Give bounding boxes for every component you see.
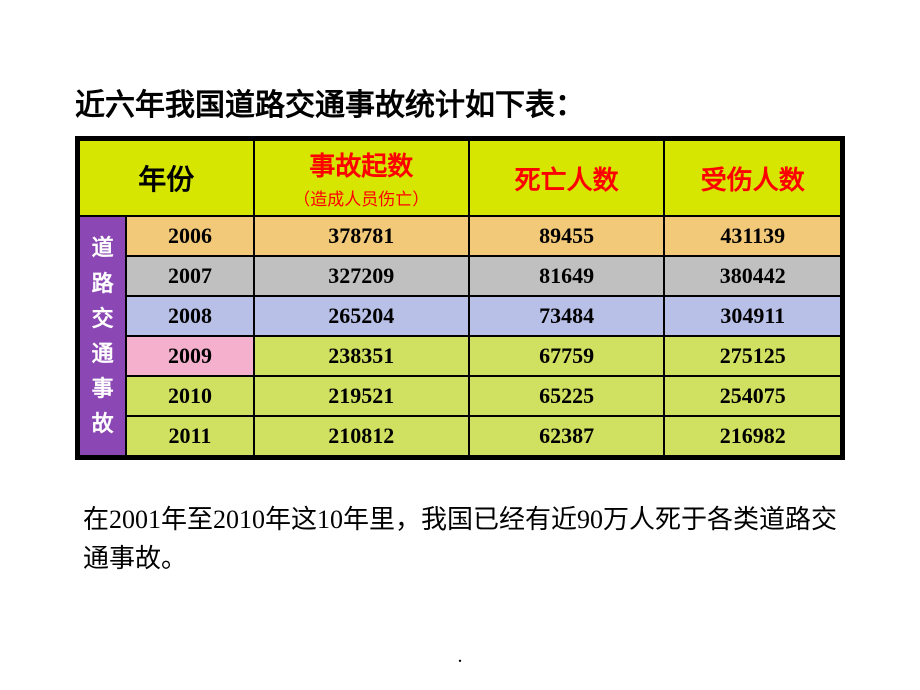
deaths-cell: 62387 xyxy=(469,416,665,456)
injured-cell: 275125 xyxy=(664,336,841,376)
year-cell: 2007 xyxy=(126,256,253,296)
accidents-cell: 327209 xyxy=(254,256,469,296)
injured-cell: 254075 xyxy=(664,376,841,416)
header-year: 年份 xyxy=(79,140,254,216)
footnote-text: 在2001年至2010年这10年里，我国已经有近90万人死于各类道路交通事故。 xyxy=(75,500,845,578)
accidents-cell: 210812 xyxy=(254,416,469,456)
table-row: 2008 265204 73484 304911 xyxy=(79,296,841,336)
injured-cell: 380442 xyxy=(664,256,841,296)
side-label: 道 路 交 通 事 故 xyxy=(79,216,126,456)
year-cell: 2006 xyxy=(126,216,253,256)
year-cell: 2009 xyxy=(126,336,253,376)
table-row: 2010 219521 65225 254075 xyxy=(79,376,841,416)
table-row: 道 路 交 通 事 故 2006 378781 89455 431139 xyxy=(79,216,841,256)
side-char: 故 xyxy=(80,406,125,441)
deaths-cell: 89455 xyxy=(469,216,665,256)
accidents-cell: 238351 xyxy=(254,336,469,376)
accidents-cell: 378781 xyxy=(254,216,469,256)
side-char: 路 xyxy=(80,266,125,301)
header-deaths: 死亡人数 xyxy=(469,140,665,216)
table-row: 2007 327209 81649 380442 xyxy=(79,256,841,296)
stats-table-wrap: 年份 事故起数 （造成人员伤亡） 死亡人数 受伤人数 道 路 交 通 事 故 2… xyxy=(75,136,845,460)
slide: 近六年我国道路交通事故统计如下表： 年份 事故起数 （造成人员伤亡） 死亡人数 … xyxy=(0,0,920,690)
header-row: 年份 事故起数 （造成人员伤亡） 死亡人数 受伤人数 xyxy=(79,140,841,216)
table-row: 2011 210812 62387 216982 xyxy=(79,416,841,456)
year-cell: 2008 xyxy=(126,296,253,336)
injured-cell: 304911 xyxy=(664,296,841,336)
side-char: 道 xyxy=(80,230,125,265)
year-cell: 2010 xyxy=(126,376,253,416)
side-char: 交 xyxy=(80,301,125,336)
deaths-cell: 67759 xyxy=(469,336,665,376)
accidents-cell: 265204 xyxy=(254,296,469,336)
stats-table: 年份 事故起数 （造成人员伤亡） 死亡人数 受伤人数 道 路 交 通 事 故 2… xyxy=(78,139,842,457)
header-accidents-sub: （造成人员伤亡） xyxy=(255,185,468,210)
header-injured: 受伤人数 xyxy=(664,140,841,216)
deaths-cell: 81649 xyxy=(469,256,665,296)
deaths-cell: 65225 xyxy=(469,376,665,416)
header-accidents-label: 事故起数 xyxy=(309,152,413,181)
year-cell: 2011 xyxy=(126,416,253,456)
slide-title: 近六年我国道路交通事故统计如下表： xyxy=(75,80,845,124)
deaths-cell: 73484 xyxy=(469,296,665,336)
table-row: 2009 238351 67759 275125 xyxy=(79,336,841,376)
injured-cell: 431139 xyxy=(664,216,841,256)
page-marker: . xyxy=(458,645,463,668)
side-char: 事 xyxy=(80,371,125,406)
accidents-cell: 219521 xyxy=(254,376,469,416)
side-char: 通 xyxy=(80,336,125,371)
injured-cell: 216982 xyxy=(664,416,841,456)
header-accidents: 事故起数 （造成人员伤亡） xyxy=(254,140,469,216)
